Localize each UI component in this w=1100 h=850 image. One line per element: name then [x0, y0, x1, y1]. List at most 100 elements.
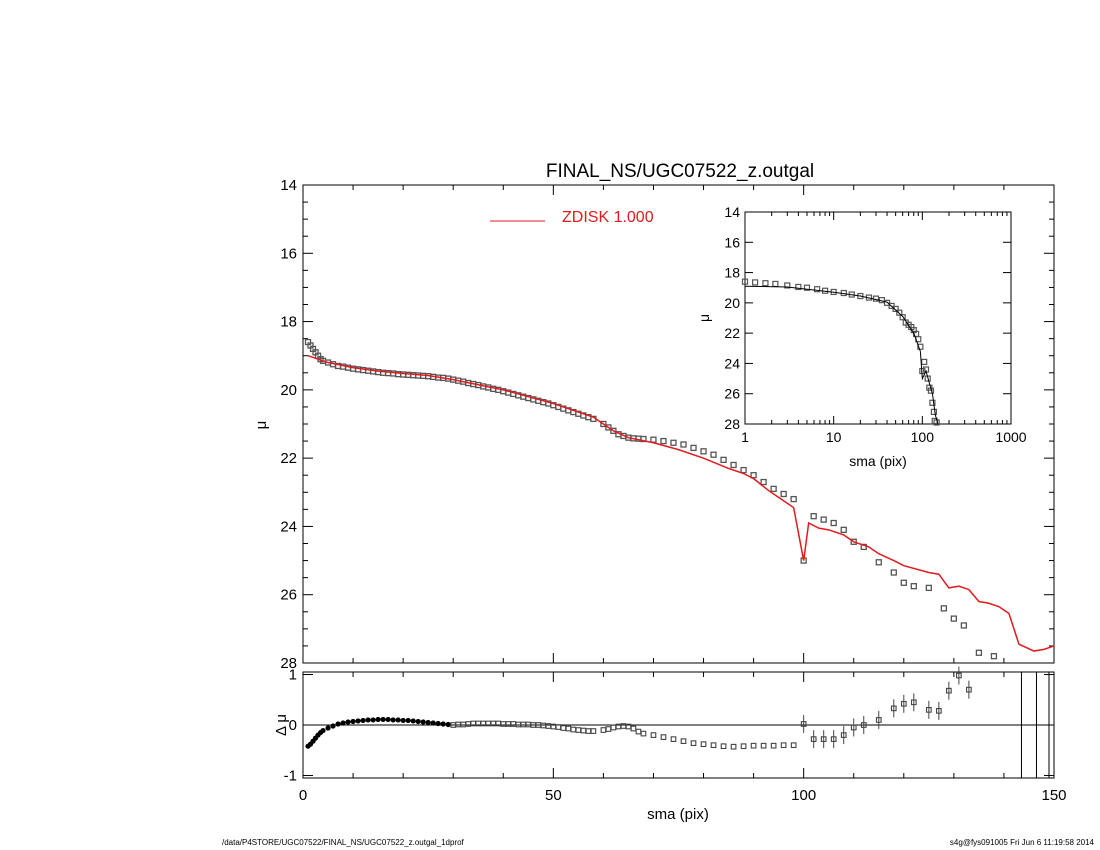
main-data-point — [810, 513, 817, 520]
main-data-point — [990, 653, 998, 660]
inset-data-point — [892, 305, 899, 313]
residual-data-point — [325, 725, 331, 731]
residual-data-point — [640, 730, 647, 737]
residual-data-point — [750, 742, 757, 749]
residual-data-point — [460, 721, 467, 728]
main-data-point — [960, 622, 968, 629]
main-data-point — [940, 605, 948, 612]
main-data-point — [760, 478, 767, 486]
residual-data-point — [330, 723, 336, 729]
main-data-point — [690, 444, 697, 452]
residual-data-point — [525, 721, 532, 728]
residual-data-point — [435, 720, 441, 727]
main-data-point — [740, 466, 747, 474]
inset-data-point — [762, 280, 769, 287]
residual-data-point — [580, 727, 587, 734]
main-data-point — [720, 456, 727, 464]
main-y-tick-label: 22 — [280, 450, 297, 467]
residual-data-point — [635, 728, 642, 735]
residual-data-point — [395, 717, 401, 723]
main-data-point — [840, 526, 847, 533]
main-data-point — [875, 559, 882, 566]
residual-data-point — [440, 721, 446, 727]
inset-data-point — [896, 309, 903, 316]
residual-data-point — [710, 742, 717, 749]
residual-data-point — [430, 720, 436, 726]
inset-data-point — [741, 278, 749, 285]
residual-data-point — [340, 720, 346, 726]
inset-y-tick-label: 28 — [724, 416, 740, 432]
inset-model-line — [744, 285, 939, 425]
main-data-point — [650, 436, 657, 443]
inset-data-point — [784, 282, 791, 289]
residual-data-point — [560, 725, 567, 731]
main-y-tick-label: 20 — [280, 382, 297, 399]
main-data-point — [925, 584, 932, 592]
main-data-point — [660, 437, 667, 445]
residual-data-point — [600, 727, 607, 733]
main-data-point — [610, 427, 617, 434]
residual-data-point — [630, 725, 637, 732]
residual-data-point — [670, 736, 677, 742]
main-panel: 14 16 18 20 22 24 26 28 μ ZDISK 1.000 — [253, 177, 1055, 672]
residual-data-point — [445, 721, 451, 728]
residual-data-point — [740, 743, 747, 750]
main-data-point — [770, 485, 777, 493]
residual-data-point — [585, 728, 592, 734]
residual-data-points — [305, 666, 1050, 778]
main-data-point — [890, 569, 897, 576]
inset-y-tick-label: 22 — [724, 325, 740, 341]
x-tick-label: 0 — [299, 787, 307, 804]
residual-data-point — [650, 732, 657, 738]
inset-x-tick-label: 1 — [741, 429, 749, 445]
inset-x-tick-label: 1000 — [995, 429, 1026, 445]
main-data-point — [700, 448, 707, 455]
main-data-point — [950, 615, 958, 622]
main-y-tick-label: 28 — [280, 655, 297, 672]
main-data-point — [820, 516, 827, 523]
zdisk-model-line — [307, 355, 1055, 652]
chart-title: FINAL_NS/UGC07522_z.outgal — [546, 161, 814, 182]
main-y-tick-label: 16 — [280, 245, 297, 262]
x-tick-label: 150 — [1041, 787, 1066, 804]
residual-data-point — [375, 716, 381, 723]
residual-data-point — [385, 716, 391, 723]
main-x-axis-ticks — [302, 185, 1055, 663]
residual-data-point — [515, 721, 522, 728]
residual-data-point — [565, 725, 572, 732]
main-y-tick-label: 24 — [280, 518, 297, 535]
main-data-point — [850, 538, 857, 545]
x-tick-label: 50 — [545, 787, 562, 804]
main-data-point — [670, 439, 677, 446]
residual-data-point — [605, 726, 612, 732]
main-data-point — [640, 435, 647, 443]
residual-data-point — [335, 721, 341, 727]
main-y-tick-label: 26 — [280, 587, 297, 604]
main-data-point — [900, 579, 907, 586]
residual-data-point — [465, 721, 472, 727]
main-data-point — [975, 649, 983, 656]
inset-y-tick-label: 16 — [724, 234, 740, 250]
footer-file-path: /data/P4STORE/UGC07522/FINAL_NS/UGC07522… — [222, 838, 464, 847]
main-y-tick-label: 14 — [280, 177, 297, 194]
residual-data-point — [700, 741, 707, 748]
x-axis-label: sma (pix) — [647, 806, 709, 823]
inset-data-point — [921, 358, 928, 366]
main-y-tick-label: 18 — [280, 314, 297, 331]
legend-label: ZDISK 1.000 — [562, 209, 654, 226]
residual-data-point — [415, 718, 421, 725]
residual-data-point — [420, 719, 426, 725]
residual-data-point — [720, 743, 727, 750]
inset-data-point — [795, 283, 802, 291]
residual-data-point — [760, 742, 767, 749]
residual-data-point — [410, 718, 416, 724]
residual-data-point — [680, 738, 687, 745]
residual-data-point — [360, 717, 366, 724]
residual-data-point — [365, 717, 371, 723]
residual-data-point — [780, 742, 787, 749]
residual-data-point — [355, 718, 361, 724]
main-data-point — [605, 424, 612, 431]
inset-y-tick-label: 14 — [724, 204, 740, 220]
residual-data-point — [770, 742, 777, 749]
